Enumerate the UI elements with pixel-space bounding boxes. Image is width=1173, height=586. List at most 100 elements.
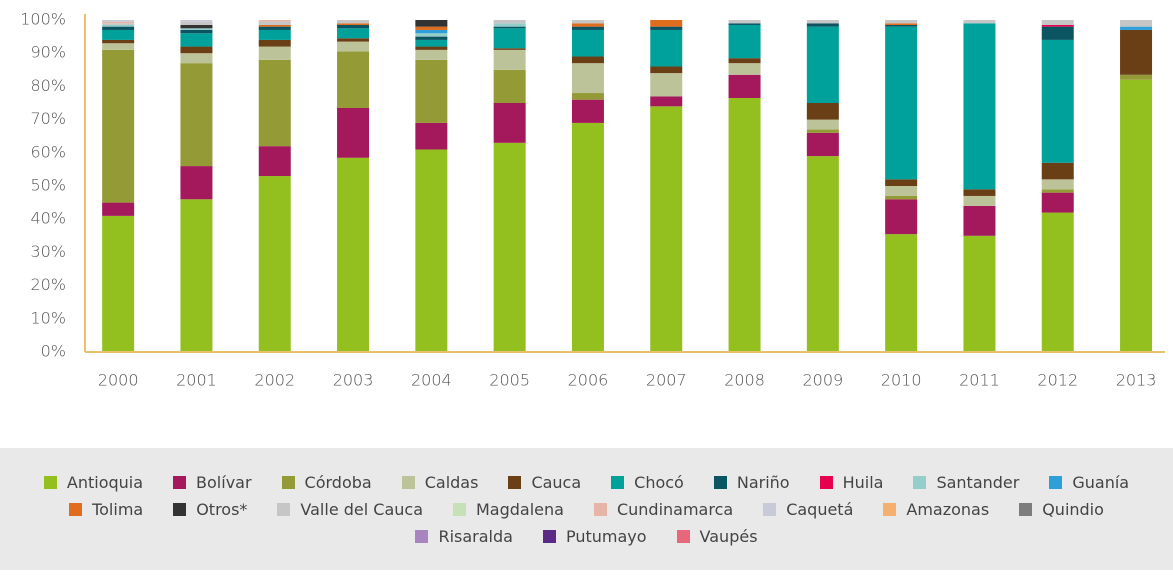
bar-segment [337,157,370,352]
legend-label: Cundinamarca [616,499,734,519]
y-tick-label: 30% [30,242,66,261]
legend-label: Otros* [196,499,248,519]
legend-item: Magdalena [453,500,564,519]
bar-segment [571,122,604,352]
x-tick-label: 2011 [959,371,1000,390]
legend-label: Putumayo [565,526,647,546]
legend-label: Huila [842,472,884,492]
bar-segment [571,99,604,123]
bar-segment [258,29,291,40]
legend-item: Risaralda [415,527,513,546]
legend-swatch [763,502,777,516]
legend-label: Bolívar [196,472,252,492]
bar-segment [337,20,370,24]
bar-segment [728,58,761,64]
legend-label: Valle del Cauca [300,499,423,519]
legend-item: Córdoba [281,472,372,492]
legend-swatch [173,502,187,516]
x-tick-label: 2012 [1037,371,1078,390]
bar-segment [337,51,370,108]
bar-segment [571,56,604,64]
legend-label: Quindio [1042,499,1104,519]
bar-segment [885,234,918,352]
legend-item: Vaupés [676,526,758,546]
bar-segment [180,63,213,167]
bar-segment [963,235,996,352]
legend-label: Córdoba [304,472,372,492]
bar-segment [258,26,291,30]
legend-item: Otros* [173,500,247,519]
legend-swatch [542,529,556,543]
bar-segment [1041,39,1074,163]
legend-swatch [69,502,83,516]
bar-segment [806,156,839,352]
bar-segment [102,49,135,203]
legend-swatch [43,475,57,489]
bar-segment [102,26,135,30]
bar-segment [415,36,448,40]
legend-label: Magdalena [476,499,564,519]
bar-segment [885,199,918,235]
bar-segment [963,205,996,236]
legend-swatch [281,475,295,489]
bar-segment [102,20,135,22]
bar-segment [1041,192,1074,213]
bar-segment [571,93,604,100]
legend-label: Guanía [1072,472,1130,492]
bar-segment [650,106,683,352]
legend-swatch [508,475,522,489]
y-tick-label: 50% [30,176,66,195]
bar-segment [571,63,604,94]
bar-segment [180,24,213,29]
bar-segment [963,20,996,24]
bar-segment [180,166,213,200]
legend-item: Quindio [1019,500,1104,519]
bar-segment [415,49,448,60]
bar-segment [571,26,604,30]
legend-item: Cundinamarca [593,499,734,519]
x-tick-label: 2013 [1116,371,1157,390]
y-tick-label: 70% [30,109,66,128]
bar-segment [806,119,839,130]
bar-segment [493,103,526,143]
bar-segment [337,23,370,25]
bar-segment [806,23,839,27]
bar-segment [1120,79,1153,352]
bar-segment [650,73,683,97]
x-tick-label: 2010 [881,371,922,390]
legend-swatch [277,502,291,516]
bar-segment [1041,26,1074,40]
bar-segment [102,24,135,27]
bar-segment [258,46,291,60]
y-tick-label: 60% [30,142,66,161]
bar-segment [806,103,839,120]
legend-item: Putumayo [542,526,647,546]
bar-segment [1120,74,1153,80]
bar-segment [728,20,761,24]
bar-segment [493,23,526,27]
y-tick-label: 20% [30,275,66,294]
bar-segment [337,107,370,158]
bar-segment [258,20,291,22]
legend-item: Santander [913,473,1019,492]
bar-segment [1041,189,1074,193]
bar-segment [650,96,683,107]
legend-label: Amazonas [906,499,990,519]
bar-segment [180,28,213,30]
bar-segment [963,23,996,190]
bar-segment [415,39,448,47]
bar-segment [493,26,526,29]
bar-segment [571,23,604,27]
legend-swatch [415,529,429,543]
y-tick-label: 0% [41,342,66,361]
bar-segment [728,63,761,75]
bar-segment [415,59,448,123]
legend-swatch [453,502,466,516]
bar-segment [102,215,135,352]
legend-swatch [1049,475,1063,489]
bar-segment [180,33,213,47]
legend-label: Vaupés [699,526,758,546]
bar-segment [180,53,213,64]
bar-segment [415,26,448,30]
x-tick-label: 2006 [568,371,609,390]
